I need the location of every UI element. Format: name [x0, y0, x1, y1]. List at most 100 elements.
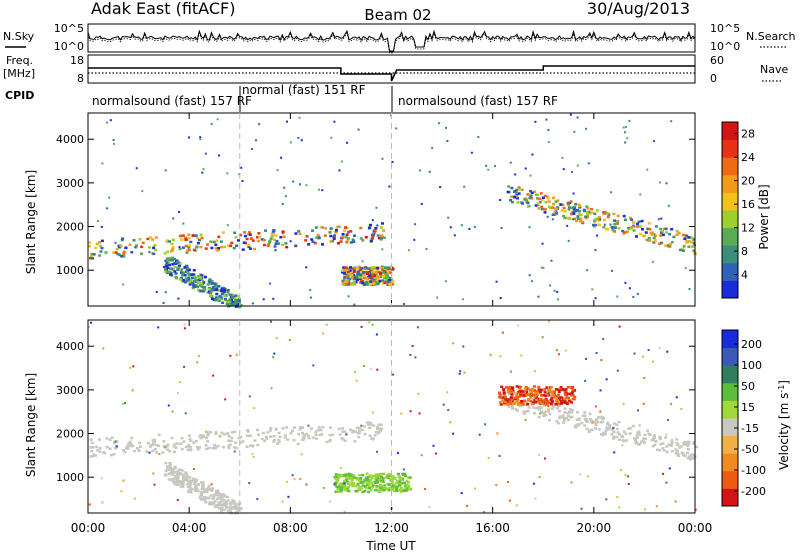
data-cell [155, 290, 158, 293]
data-cell [239, 441, 243, 444]
data-cell [121, 237, 125, 240]
data-cell [155, 444, 159, 447]
colorbar-tick-label: 100 [741, 359, 762, 372]
colorbar-tick-label: -15 [741, 422, 759, 435]
data-cell [338, 433, 342, 436]
data-cell [381, 222, 384, 225]
data-cell [509, 161, 512, 164]
data-cell [376, 489, 380, 492]
data-cell [323, 234, 327, 237]
data-cell [132, 365, 135, 368]
data-cell [540, 207, 544, 211]
data-cell [527, 398, 530, 401]
data-cell [216, 497, 219, 501]
data-cell [525, 390, 529, 393]
data-cell [691, 245, 694, 248]
data-cell [557, 298, 559, 301]
data-cell [249, 237, 253, 240]
data-cell [376, 368, 379, 371]
data-cell [164, 473, 167, 476]
data-cell [226, 509, 230, 512]
data-cell [520, 400, 524, 403]
data-cell [224, 398, 227, 401]
data-cell [612, 212, 616, 216]
data-cell [181, 485, 185, 489]
data-cell [214, 243, 218, 247]
data-cell [270, 320, 272, 323]
data-cell [196, 278, 200, 282]
data-cell [170, 436, 174, 440]
data-cell [226, 431, 230, 435]
data-cell [178, 471, 182, 475]
data-cell [237, 436, 241, 440]
data-cell [379, 275, 383, 279]
data-cell [606, 426, 610, 429]
data-cell [515, 394, 519, 397]
data-cell [256, 428, 260, 432]
data-cell [228, 298, 232, 301]
data-cell [171, 248, 175, 251]
data-cell [112, 453, 116, 456]
cpid-segment-label: normalsound (fast) 157 RF [398, 94, 558, 108]
data-cell [150, 252, 154, 255]
data-cell [344, 488, 348, 492]
data-cell [549, 402, 553, 405]
data-cell [284, 195, 287, 198]
colorbar-segment [722, 245, 738, 264]
data-cell [535, 393, 539, 396]
data-cell [200, 484, 204, 488]
data-cell [91, 257, 95, 260]
colorbar-tick-label: -100 [741, 464, 766, 477]
data-cell [273, 245, 277, 248]
data-cell [543, 211, 547, 214]
data-cell [453, 234, 456, 237]
data-cell [610, 432, 614, 436]
data-cell [350, 483, 354, 486]
data-cell [263, 439, 267, 443]
colorbar-tick-label: 8 [741, 245, 748, 258]
data-cell [217, 503, 221, 507]
data-cell [230, 298, 234, 302]
data-cell [391, 484, 395, 488]
data-cell [473, 487, 476, 490]
data-cell [216, 296, 220, 299]
data-cell [352, 240, 356, 243]
data-cell [167, 468, 171, 471]
data-cell [281, 500, 284, 503]
data-cell [529, 396, 533, 399]
data-cell [376, 268, 380, 271]
data-cell [256, 498, 259, 500]
data-cell [166, 260, 170, 263]
data-cell [375, 273, 378, 276]
data-cell [179, 271, 183, 274]
data-cell [632, 295, 635, 298]
data-cell [231, 507, 235, 510]
data-cell [202, 279, 205, 282]
data-cell [608, 426, 612, 429]
data-cell [351, 238, 355, 241]
data-cell [210, 246, 214, 250]
data-cell [540, 410, 544, 413]
data-cell [218, 496, 222, 500]
data-cell [428, 170, 431, 173]
data-cell [622, 439, 626, 443]
data-cell [342, 271, 346, 275]
data-cell [510, 370, 512, 373]
data-cell [362, 276, 366, 279]
colorbar-segment [722, 139, 738, 158]
data-cell [91, 446, 95, 449]
data-cell [523, 403, 527, 407]
data-cell [667, 443, 671, 446]
data-cell [533, 411, 537, 415]
data-cell [534, 398, 538, 401]
data-cell [168, 263, 172, 267]
data-cell [549, 398, 553, 402]
data-cell [157, 444, 161, 448]
data-cell [230, 241, 234, 245]
data-cell [508, 402, 512, 405]
data-cell [230, 501, 234, 504]
data-cell [210, 297, 214, 300]
data-cell [248, 247, 252, 250]
data-cell [585, 357, 587, 360]
data-cell [178, 234, 182, 238]
